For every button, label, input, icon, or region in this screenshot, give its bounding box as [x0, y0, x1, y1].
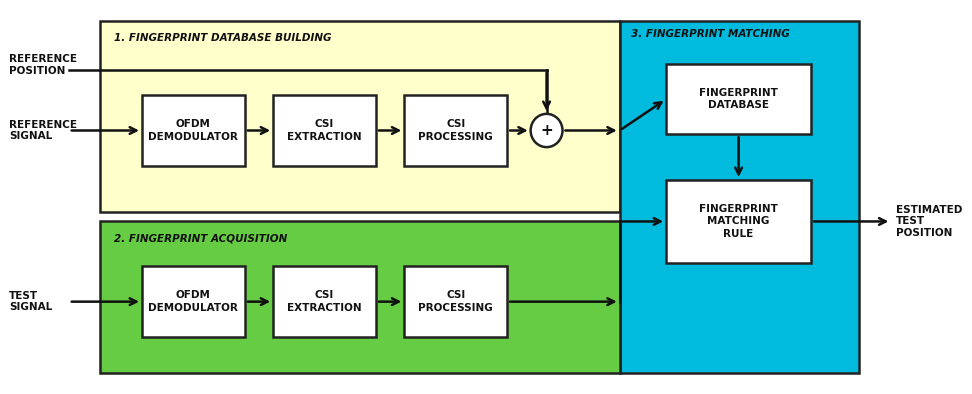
Text: 2. FINGERPRINT ACQUISITION: 2. FINGERPRINT ACQUISITION — [114, 233, 287, 243]
Text: FINGERPRINT
DATABASE: FINGERPRINT DATABASE — [699, 88, 778, 110]
FancyBboxPatch shape — [273, 266, 376, 337]
FancyBboxPatch shape — [100, 221, 619, 373]
Text: OFDM
DEMODULATOR: OFDM DEMODULATOR — [149, 290, 238, 313]
FancyBboxPatch shape — [273, 95, 376, 166]
Text: REFERENCE
POSITION: REFERENCE POSITION — [9, 54, 77, 76]
FancyBboxPatch shape — [666, 64, 812, 134]
FancyBboxPatch shape — [142, 266, 245, 337]
FancyBboxPatch shape — [619, 21, 858, 373]
FancyBboxPatch shape — [142, 95, 245, 166]
FancyBboxPatch shape — [404, 95, 507, 166]
Text: REFERENCE
SIGNAL: REFERENCE SIGNAL — [9, 120, 77, 141]
Text: +: + — [540, 123, 553, 138]
Circle shape — [531, 114, 563, 147]
Text: OFDM
DEMODULATOR: OFDM DEMODULATOR — [149, 119, 238, 142]
Text: FINGERPRINT
MATCHING
RULE: FINGERPRINT MATCHING RULE — [699, 204, 778, 239]
FancyBboxPatch shape — [100, 21, 619, 212]
Text: ESTIMATED
TEST
POSITION: ESTIMATED TEST POSITION — [896, 205, 962, 238]
Text: TEST
SIGNAL: TEST SIGNAL — [9, 291, 52, 312]
Text: CSI
PROCESSING: CSI PROCESSING — [418, 290, 493, 313]
FancyBboxPatch shape — [666, 180, 812, 263]
Text: 3. FINGERPRINT MATCHING: 3. FINGERPRINT MATCHING — [631, 29, 789, 39]
Text: 1. FINGERPRINT DATABASE BUILDING: 1. FINGERPRINT DATABASE BUILDING — [114, 33, 331, 43]
Text: CSI
PROCESSING: CSI PROCESSING — [418, 119, 493, 142]
Text: CSI
EXTRACTION: CSI EXTRACTION — [288, 290, 362, 313]
FancyBboxPatch shape — [404, 266, 507, 337]
Text: CSI
EXTRACTION: CSI EXTRACTION — [288, 119, 362, 142]
